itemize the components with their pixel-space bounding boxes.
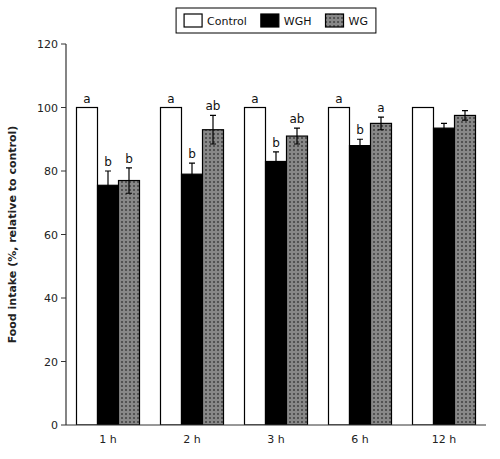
x-tick-label: 1 h [99, 433, 116, 446]
error-bar [357, 139, 363, 152]
error-bar [210, 115, 216, 144]
annotation: b [272, 136, 280, 150]
bar [245, 108, 266, 426]
y-tick [61, 234, 66, 235]
bar [266, 161, 287, 425]
y-tick [61, 425, 66, 426]
annotation: b [125, 152, 133, 166]
error-bar [105, 171, 111, 200]
bar [371, 123, 392, 425]
bar [434, 128, 455, 425]
x-axis: 1 h 2 h 3 h 6 h 12 h [66, 425, 486, 446]
bar [77, 108, 98, 426]
legend-swatch [184, 14, 202, 27]
x-tick-label: 6 h [351, 433, 368, 446]
legend: Control WGH WG [176, 8, 376, 33]
legend-label: WG [349, 15, 368, 28]
annotation: b [356, 123, 364, 137]
bar [203, 130, 224, 425]
x-tick-label: 12 h [432, 433, 456, 446]
y-tick-label: 120 [37, 38, 58, 51]
y-tick [61, 44, 66, 45]
x-axis-line [66, 424, 486, 425]
bar [119, 181, 140, 425]
bar [161, 108, 182, 426]
annotation: a [167, 92, 174, 106]
y-tick-label: 20 [44, 356, 58, 369]
bar [413, 108, 434, 426]
error-bar [378, 117, 384, 130]
x-tick-label: 3 h [267, 433, 284, 446]
series-0 [77, 108, 434, 426]
error-bar [294, 128, 300, 144]
series-1 [98, 123, 455, 425]
error-bar [441, 123, 447, 133]
bar [329, 108, 350, 426]
y-tick [61, 361, 66, 362]
y-axis: 0 20 40 60 80 100 120 [37, 38, 66, 432]
annotation: ab [206, 99, 221, 113]
y-tick [61, 298, 66, 299]
y-tick-label: 40 [44, 292, 58, 305]
error-bar [126, 168, 132, 193]
series-2 [119, 111, 476, 425]
legend-label: Control [207, 15, 247, 28]
chart: 0 20 40 60 80 100 120 Food intake (%, relative … [0, 0, 500, 459]
legend-swatch [326, 14, 344, 27]
y-tick-label: 0 [51, 419, 58, 432]
legend-swatch [261, 14, 279, 27]
annotations: aaaabbbbbababa [83, 92, 384, 170]
legend-frame [176, 8, 376, 33]
annotation: b [104, 155, 112, 169]
error-bar [189, 163, 195, 185]
y-axis-line [65, 44, 66, 425]
bar [350, 146, 371, 425]
y-tick [61, 171, 66, 172]
y-tick-label: 60 [44, 229, 58, 242]
y-tick-label: 80 [44, 165, 58, 178]
bar [182, 174, 203, 425]
annotation: a [377, 101, 384, 115]
annotation: a [251, 92, 258, 106]
annotation: ab [290, 112, 305, 126]
bar [98, 185, 119, 425]
error-bar [462, 111, 468, 121]
y-axis-label: Food intake (%, relative to control) [6, 126, 19, 344]
annotation: a [335, 92, 342, 106]
x-tick-label: 2 h [183, 433, 200, 446]
bars [77, 108, 476, 426]
legend-label: WGH [284, 15, 312, 28]
bar [455, 115, 476, 425]
y-tick-label: 100 [37, 102, 58, 115]
annotation: b [188, 147, 196, 161]
y-tick [61, 107, 66, 108]
error-bar [273, 152, 279, 171]
annotation: a [83, 92, 90, 106]
bar [287, 136, 308, 425]
